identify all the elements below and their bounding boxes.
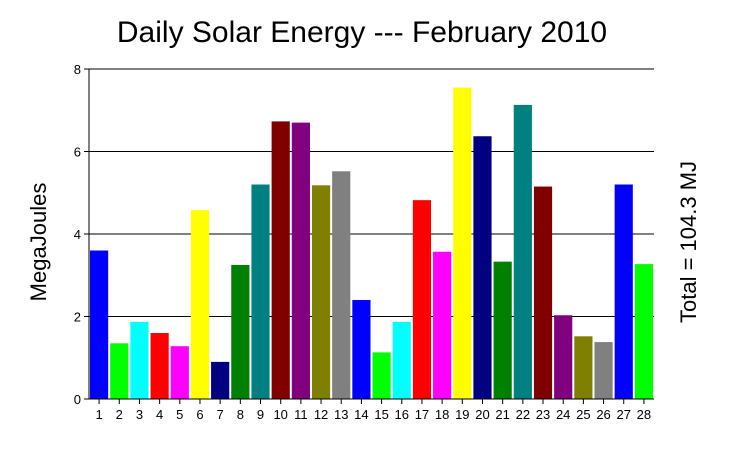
bar-day-17	[412, 200, 432, 399]
x-tick-label: 23	[536, 407, 550, 422]
x-tick-label: 10	[273, 407, 287, 422]
x-tick-label: 14	[354, 407, 368, 422]
x-tick-label: 6	[196, 407, 203, 422]
chart-title: Daily Solar Energy --- February 2010	[117, 16, 607, 49]
x-tick-label: 16	[395, 407, 409, 422]
y-axis-label: MegaJoules	[26, 183, 51, 302]
bar-day-4	[150, 333, 169, 399]
bar-day-20	[473, 136, 492, 400]
y-tick-label: 6	[74, 145, 81, 160]
x-tick-label: 7	[217, 407, 224, 422]
x-tick-label: 25	[576, 407, 590, 422]
bar-day-1	[90, 250, 109, 399]
x-tick-label: 20	[475, 407, 489, 422]
bar-day-11	[291, 122, 310, 400]
x-tick-label: 13	[334, 407, 348, 422]
bar-day-12	[311, 185, 331, 399]
bar-day-3	[130, 321, 149, 399]
y-tick-label: 2	[74, 310, 81, 325]
y-tick-label: 0	[74, 392, 81, 407]
bar-day-2	[110, 343, 129, 399]
x-tick-label: 26	[596, 407, 610, 422]
bar-day-16	[392, 321, 411, 399]
x-tick-label: 3	[136, 407, 143, 422]
x-tick-label: 27	[616, 407, 630, 422]
bar-day-24	[554, 315, 573, 399]
bar-day-14	[352, 300, 371, 399]
x-tick-label: 18	[435, 407, 449, 422]
bar-day-10	[271, 121, 290, 399]
bar-day-18	[433, 251, 452, 399]
bar-day-9	[251, 184, 270, 399]
x-ticks: 1 2 3 4 5 6 7 8 9 10 11 12 13 14 15 16 17 18 19 20 21 22 23 24 2…	[95, 399, 651, 422]
x-tick-label: 5	[176, 407, 183, 422]
bar-day-6	[190, 210, 210, 399]
y-tick-label: 8	[74, 62, 81, 77]
x-tick-label: 11	[294, 407, 308, 422]
bar-day-28	[634, 264, 653, 399]
x-tick-label: 21	[495, 407, 509, 422]
bar-day-22	[513, 104, 532, 399]
y-ticks: 0 2 4 6 8	[74, 62, 89, 407]
bar-day-19	[453, 87, 472, 399]
x-tick-label: 4	[156, 407, 163, 422]
total-label: Total = 104.3 MJ	[676, 161, 701, 323]
y-tick-label: 4	[74, 227, 81, 242]
x-tick-label: 9	[257, 407, 264, 422]
x-tick-label: 15	[374, 407, 388, 422]
bars	[90, 87, 653, 400]
x-tick-label: 12	[314, 407, 328, 422]
bar-day-15	[372, 352, 391, 399]
gridlines	[89, 68, 654, 317]
bar-day-7	[211, 361, 230, 400]
x-tick-label: 1	[95, 407, 102, 422]
bar-day-8	[231, 264, 250, 399]
x-tick-label: 24	[556, 407, 570, 422]
bar-day-21	[493, 261, 512, 399]
x-tick-label: 17	[415, 407, 429, 422]
x-tick-label: 22	[516, 407, 530, 422]
bar-day-26	[594, 342, 613, 399]
x-tick-label: 28	[637, 407, 651, 422]
bar-day-27	[614, 184, 633, 399]
bar-day-25	[574, 336, 593, 399]
x-tick-label: 2	[116, 407, 123, 422]
x-tick-label: 19	[455, 407, 469, 422]
bar-day-23	[533, 186, 553, 399]
bar-day-13	[332, 171, 351, 399]
x-tick-label: 8	[237, 407, 244, 422]
bar-day-5	[170, 346, 189, 399]
